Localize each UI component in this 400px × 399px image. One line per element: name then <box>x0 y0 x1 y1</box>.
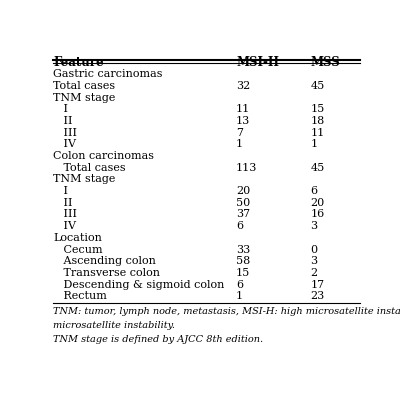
Text: II: II <box>53 198 73 208</box>
Text: 11: 11 <box>236 105 250 115</box>
Text: Transverse colon: Transverse colon <box>53 268 160 278</box>
Text: II: II <box>53 116 73 126</box>
Text: Ascending colon: Ascending colon <box>53 256 156 266</box>
Text: TNM stage is defined by AJCC 8th edition.: TNM stage is defined by AJCC 8th edition… <box>53 335 263 344</box>
Text: 15: 15 <box>310 105 325 115</box>
Text: Descending & sigmoid colon: Descending & sigmoid colon <box>53 280 224 290</box>
Text: MSS: MSS <box>310 55 340 69</box>
Text: microsatellite instability.: microsatellite instability. <box>53 321 175 330</box>
Text: Rectum: Rectum <box>53 291 107 301</box>
Text: 0: 0 <box>310 245 318 255</box>
Text: 20: 20 <box>310 198 325 208</box>
Text: 6: 6 <box>310 186 318 196</box>
Text: 37: 37 <box>236 209 250 219</box>
Text: 1: 1 <box>236 291 243 301</box>
Text: I: I <box>53 186 68 196</box>
Text: Gastric carcinomas: Gastric carcinomas <box>53 69 162 79</box>
Text: 113: 113 <box>236 163 257 173</box>
Text: Cecum: Cecum <box>53 245 103 255</box>
Text: Total cases: Total cases <box>53 81 115 91</box>
Text: 45: 45 <box>310 81 325 91</box>
Text: 6: 6 <box>236 280 243 290</box>
Text: 33: 33 <box>236 245 250 255</box>
Text: 50: 50 <box>236 198 250 208</box>
Text: TNM stage: TNM stage <box>53 93 116 103</box>
Text: Colon carcinomas: Colon carcinomas <box>53 151 154 161</box>
Text: Feature: Feature <box>53 55 104 69</box>
Text: IV: IV <box>53 139 76 150</box>
Text: 18: 18 <box>310 116 325 126</box>
Text: III: III <box>53 128 77 138</box>
Text: I: I <box>53 105 68 115</box>
Text: Total cases: Total cases <box>53 163 126 173</box>
Text: TNM: tumor, lymph node, metastasis, MSI-H: high microsatellite instability, MSS:: TNM: tumor, lymph node, metastasis, MSI-… <box>53 308 400 316</box>
Text: 6: 6 <box>236 221 243 231</box>
Text: III: III <box>53 209 77 219</box>
Text: 13: 13 <box>236 116 250 126</box>
Text: MSI-H: MSI-H <box>236 55 279 69</box>
Text: 20: 20 <box>236 186 250 196</box>
Text: Location: Location <box>53 233 102 243</box>
Text: 16: 16 <box>310 209 325 219</box>
Text: IV: IV <box>53 221 76 231</box>
Text: 15: 15 <box>236 268 250 278</box>
Text: 2: 2 <box>310 268 318 278</box>
Text: 3: 3 <box>310 221 318 231</box>
Text: 1: 1 <box>310 139 318 150</box>
Text: 1: 1 <box>236 139 243 150</box>
Text: 3: 3 <box>310 256 318 266</box>
Text: 23: 23 <box>310 291 325 301</box>
Text: 45: 45 <box>310 163 325 173</box>
Text: 58: 58 <box>236 256 250 266</box>
Text: TNM stage: TNM stage <box>53 174 116 184</box>
Text: 11: 11 <box>310 128 325 138</box>
Text: 7: 7 <box>236 128 243 138</box>
Text: 17: 17 <box>310 280 324 290</box>
Text: 32: 32 <box>236 81 250 91</box>
